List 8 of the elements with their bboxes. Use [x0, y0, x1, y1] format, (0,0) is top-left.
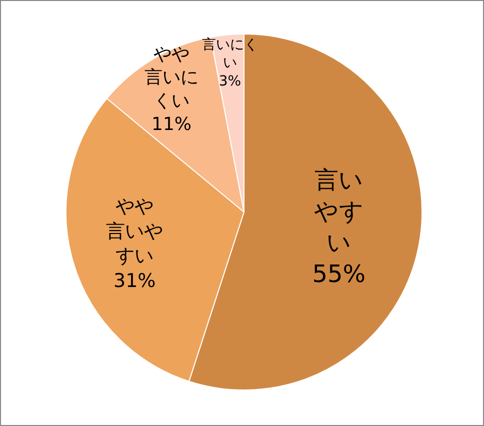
slice-label: やや言いやすい	[106, 196, 164, 268]
data-label: 11%	[152, 114, 192, 136]
slice-label: 言いにくい	[202, 36, 258, 72]
data-label: 3%	[218, 73, 242, 90]
data-label: 31%	[113, 270, 156, 292]
slice-label: やや言いにくい	[144, 44, 199, 112]
data-label: 55%	[312, 260, 366, 288]
slice-label: 言いやすい	[314, 166, 364, 257]
